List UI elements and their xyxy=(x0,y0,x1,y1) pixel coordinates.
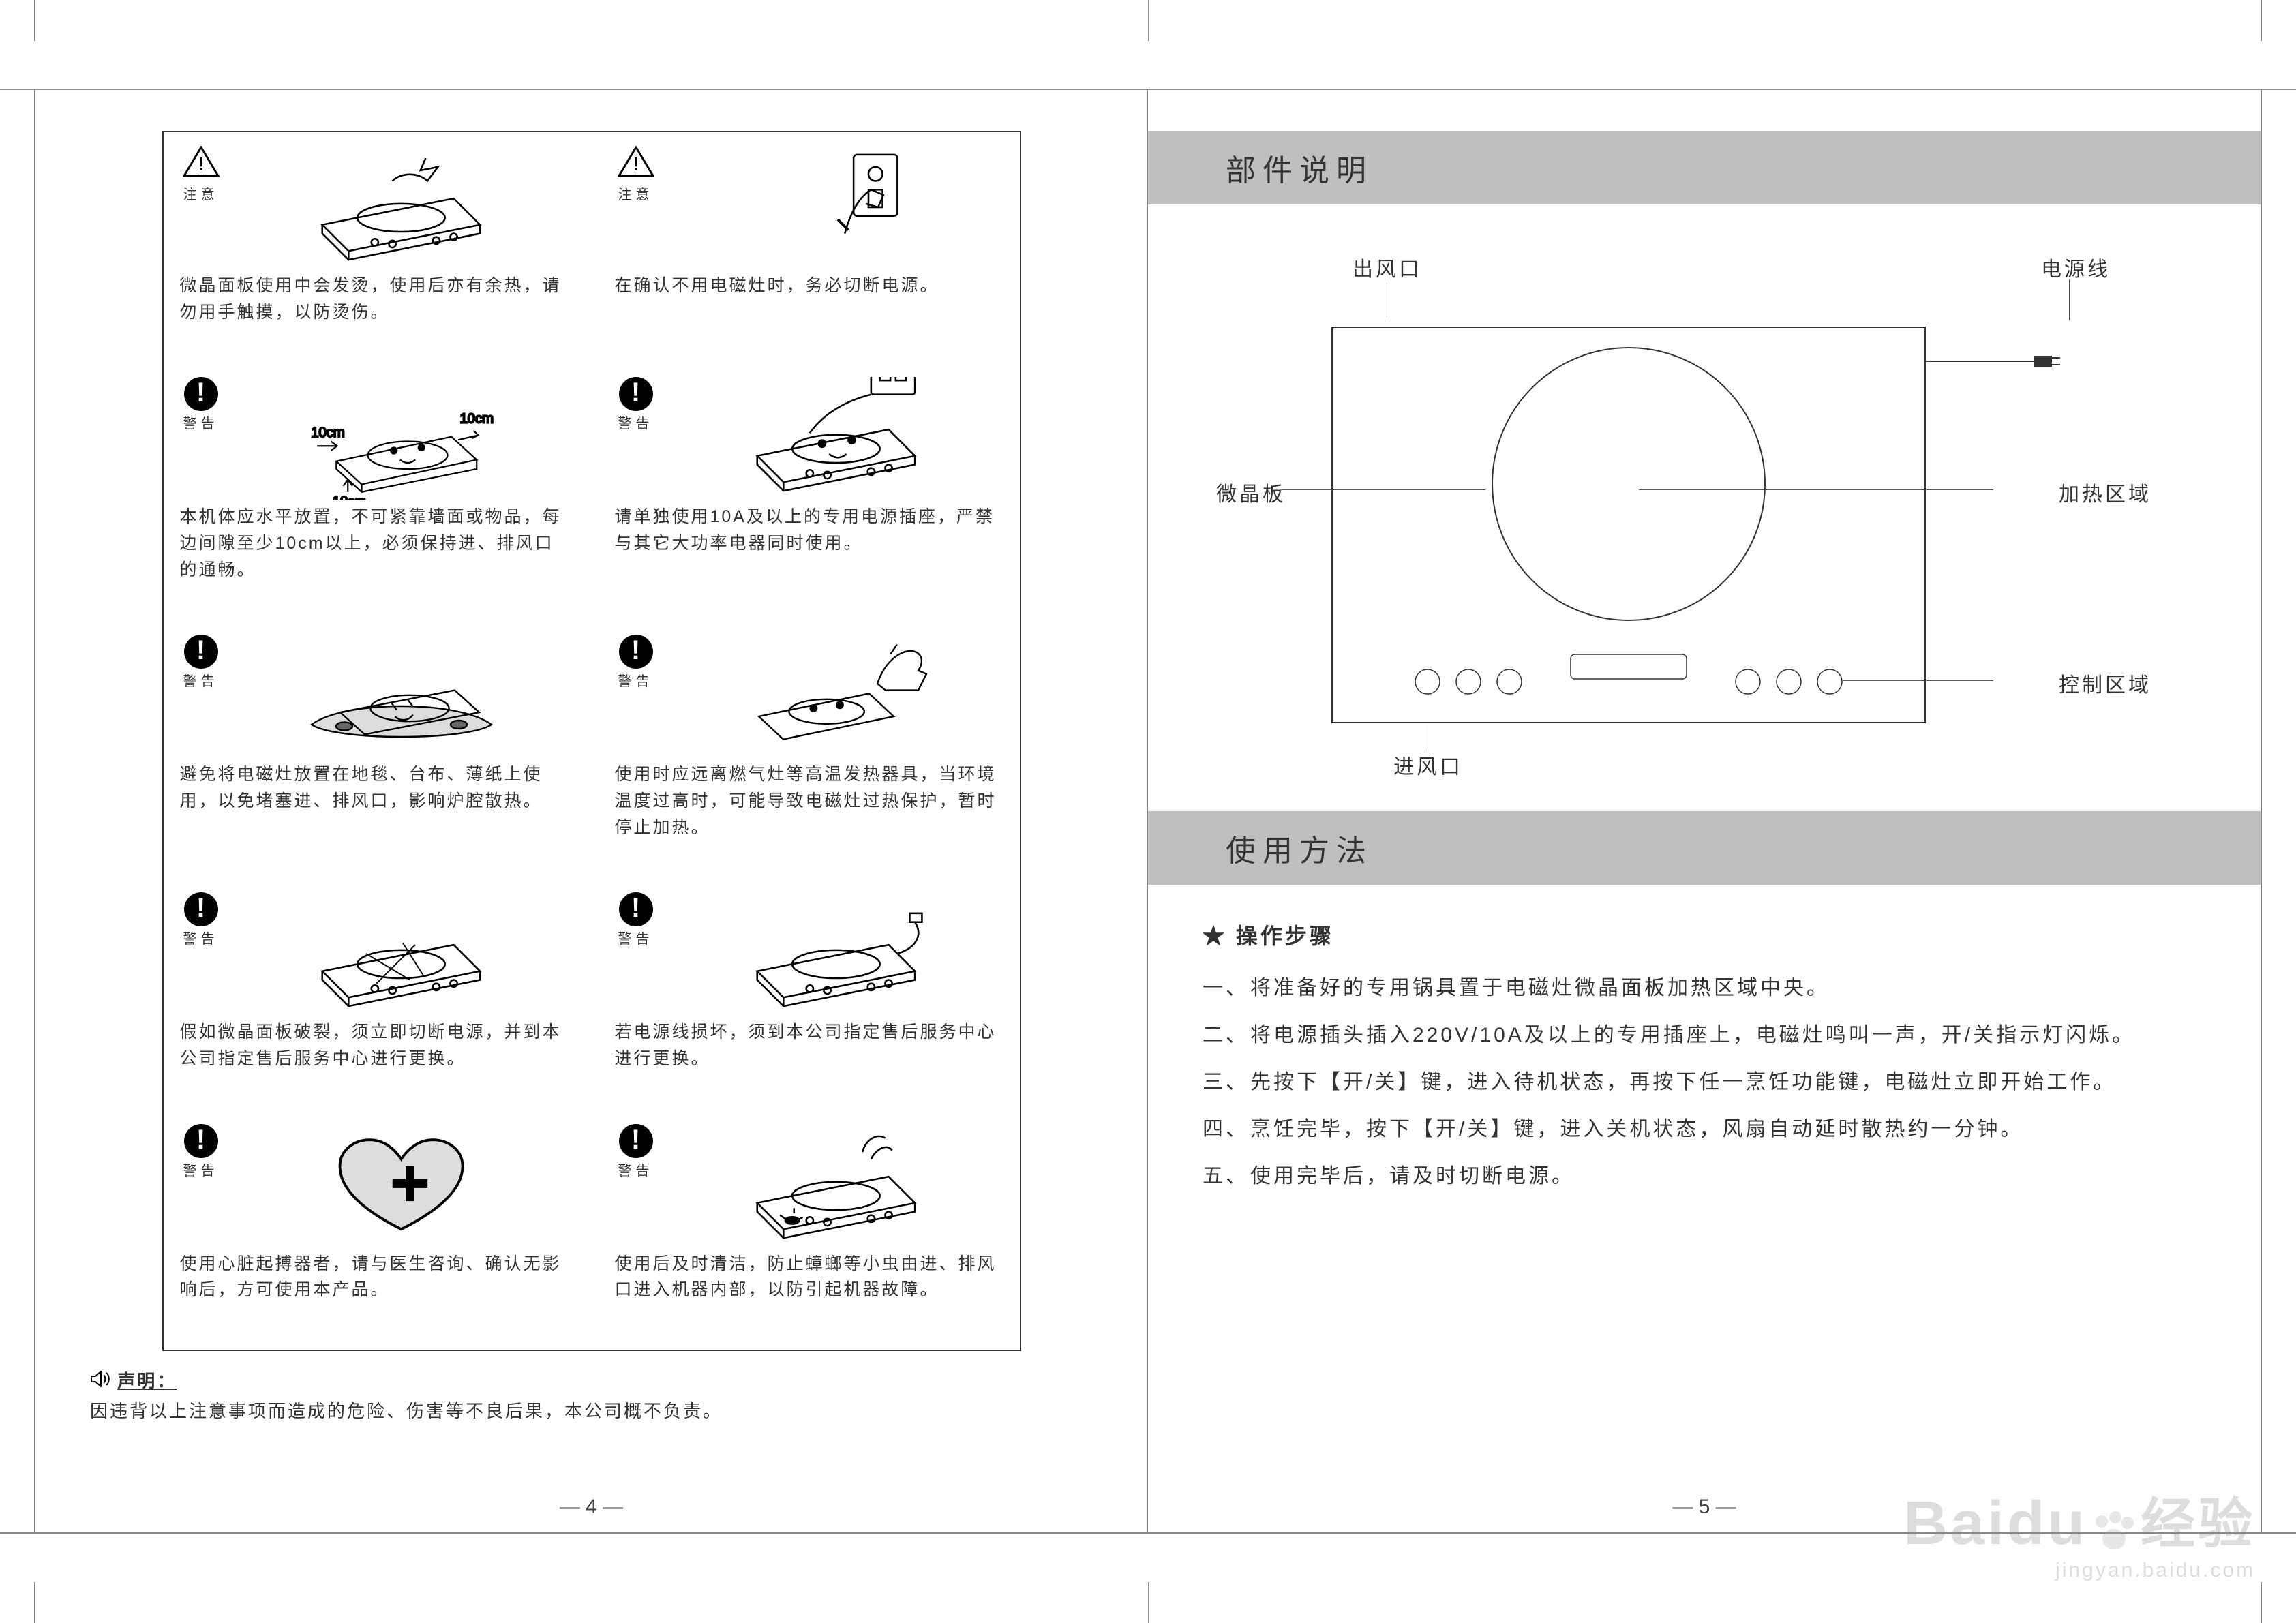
caution-illustration xyxy=(232,892,571,1015)
warning-icon: ! 警告 xyxy=(177,1124,225,1179)
caution-text: 本机体应水平放置，不可紧靠墙面或物品，每边间隙至少10cm以上，必须保持进、排风… xyxy=(177,504,571,583)
caution-illustration: 10cm 10cm 10cm xyxy=(232,377,571,500)
manual-spread: ! 注意 微晶面板使用中会发烫，使用后亦有余热，请勿用手触摸，以防烫伤。 ! 注… xyxy=(34,89,2262,1534)
step-number: 四、 xyxy=(1203,1108,1250,1151)
caution-text: 在确认不用电磁灶时，务必切断电源。 xyxy=(612,273,1006,299)
warning-icon: ! 警告 xyxy=(177,892,225,947)
page-number-4: — 4 — xyxy=(35,1496,1147,1519)
icon-sublabel: 注意 xyxy=(612,183,660,203)
step-number: 三、 xyxy=(1203,1061,1250,1104)
icon-sublabel: 警告 xyxy=(612,928,660,947)
caution-text: 使用心脏起搏器者，请与医生咨询、确认无影响后，方可使用本产品。 xyxy=(177,1251,571,1304)
icon-sublabel: 警告 xyxy=(612,1159,660,1179)
usage-step: 一、 将准备好的专用锅具置于电磁灶微晶面板加热区域中央。 xyxy=(1203,967,2206,1010)
svg-text:10cm: 10cm xyxy=(332,494,366,500)
caution-text: 假如微晶面板破裂，须立即切断电源，并到本公司指定售后服务中心进行更换。 xyxy=(177,1019,571,1072)
warning-icon: ! 警告 xyxy=(612,635,660,690)
parts-diagram: 出风口 电源线 微 xyxy=(1203,252,2206,770)
caution-cell: ! 警告 若电源线损坏，须到本公司指定售后服务中心进行更换。 xyxy=(612,892,1006,1111)
step-text: 先按下【开/关】键，进入待机状态，再按下任一烹饪功能键，电磁灶立即开始工作。 xyxy=(1250,1061,2206,1104)
caution-illustration xyxy=(232,146,571,269)
caution-text: 若电源线损坏，须到本公司指定售后服务中心进行更换。 xyxy=(612,1019,1006,1072)
warning-icon: ! 警告 xyxy=(612,377,660,432)
step-text: 烹饪完毕，按下【开/关】键，进入关机状态，风扇自动延时散热约一分钟。 xyxy=(1250,1108,2206,1151)
icon-sublabel: 警告 xyxy=(177,1159,225,1179)
icon-sublabel: 注意 xyxy=(177,183,225,203)
step-number: 二、 xyxy=(1203,1014,1250,1057)
section-usage-title: 使用方法 xyxy=(1171,826,2237,870)
svg-text:10cm: 10cm xyxy=(459,412,494,427)
svg-text:10cm: 10cm xyxy=(311,425,345,440)
caution-illustration xyxy=(667,635,1006,757)
label-air-out: 出风口 xyxy=(1353,252,1422,282)
step-text: 使用完毕后，请及时切断电源。 xyxy=(1250,1155,2206,1198)
icon-sublabel: 警告 xyxy=(612,670,660,690)
usage-step: 二、 将电源插头插入220V/10A及以上的专用插座上，电磁灶鸣叫一声，开/关指… xyxy=(1203,1014,2206,1057)
caution-text: 微晶面板使用中会发烫，使用后亦有余热，请勿用手触摸，以防烫伤。 xyxy=(177,273,571,326)
page-5: 部件说明 出风口 电源线 xyxy=(1148,90,2261,1532)
usage-steps: 一、 将准备好的专用锅具置于电磁灶微晶面板加热区域中央。 二、 将电源插头插入2… xyxy=(1203,967,2206,1198)
caution-cell: ! 警告 请单独使用10A及以上的专用电源插座，严禁与其它大功率电器同时使用。 xyxy=(612,377,1006,622)
icon-sublabel: 警告 xyxy=(177,928,225,947)
label-power-cord: 电源线 xyxy=(2041,252,2111,282)
caution-cell: ! 警告 10cm 10cm 10cm 本机体应水平放置，不可紧靠墙面或物品，每… xyxy=(177,377,571,622)
caution-cell: ! 警告 使用时应远离燃气灶等高温发热器具，当环境温度过高时，可能导致电磁灶过热… xyxy=(612,635,1006,880)
svg-text:!: ! xyxy=(198,153,204,175)
attention-icon: ! 注意 xyxy=(177,146,225,203)
caution-illustration xyxy=(232,1124,571,1247)
warning-icon: ! 警告 xyxy=(177,377,225,432)
caution-illustration xyxy=(667,146,1006,269)
page-number-5: — 5 — xyxy=(1148,1496,2261,1519)
caution-cell: ! 警告 使用心脏起搏器者，请与医生咨询、确认无影响后，方可使用本产品。 xyxy=(177,1124,571,1343)
attention-icon: ! 注意 xyxy=(612,146,660,203)
declaration: 声明： 因违背以上注意事项而造成的危险、伤害等不良后果，本公司概不负责。 xyxy=(90,1366,1093,1426)
step-text: 将准备好的专用锅具置于电磁灶微晶面板加热区域中央。 xyxy=(1250,967,2206,1010)
step-number: 五、 xyxy=(1203,1155,1250,1198)
page-4: ! 注意 微晶面板使用中会发烫，使用后亦有余热，请勿用手触摸，以防烫伤。 ! 注… xyxy=(35,90,1148,1532)
caution-cell: ! 注意 在确认不用电磁灶时，务必切断电源。 xyxy=(612,146,1006,365)
caution-illustration xyxy=(232,635,571,757)
warning-icon: ! 警告 xyxy=(612,1124,660,1179)
section-parts-title: 部件说明 xyxy=(1171,146,2237,189)
section-parts-header: 部件说明 xyxy=(1148,131,2261,204)
cooker-illustration xyxy=(1325,320,2075,743)
caution-text: 使用时应远离燃气灶等高温发热器具，当环境温度过高时，可能导致电磁灶过热保护，暂时… xyxy=(612,761,1006,840)
cautions-container: ! 注意 微晶面板使用中会发烫，使用后亦有余热，请勿用手触摸，以防烫伤。 ! 注… xyxy=(162,131,1021,1351)
usage-step: 三、 先按下【开/关】键，进入待机状态，再按下任一烹饪功能键，电磁灶立即开始工作… xyxy=(1203,1061,2206,1104)
section-usage-header: 使用方法 xyxy=(1148,811,2261,885)
caution-cell: ! 警告 使用后及时清洁，防止蟑螂等小虫由进、排风口进入机器内部，以防引起机器故… xyxy=(612,1124,1006,1343)
declaration-label: 声明： xyxy=(117,1371,177,1391)
steps-title: ★ 操作步骤 xyxy=(1203,919,2206,950)
icon-sublabel: 警告 xyxy=(612,412,660,432)
watermark-url: jingyan.baidu.com xyxy=(1903,1559,2255,1582)
label-plate: 微晶板 xyxy=(1216,477,1286,507)
label-control-zone: 控制区域 xyxy=(2059,668,2151,698)
icon-sublabel: 警告 xyxy=(177,670,225,690)
svg-text:!: ! xyxy=(633,153,639,175)
caution-text: 使用后及时清洁，防止蟑螂等小虫由进、排风口进入机器内部，以防引起机器故障。 xyxy=(612,1251,1006,1304)
usage-step: 四、 烹饪完毕，按下【开/关】键，进入关机状态，风扇自动延时散热约一分钟。 xyxy=(1203,1108,2206,1151)
caution-illustration xyxy=(667,377,1006,500)
caution-illustration xyxy=(667,1124,1006,1247)
caution-text: 请单独使用10A及以上的专用电源插座，严禁与其它大功率电器同时使用。 xyxy=(612,504,1006,557)
caution-text: 避免将电磁灶放置在地毯、台布、薄纸上使用，以免堵塞进、排风口，影响炉腔散热。 xyxy=(177,761,571,815)
step-number: 一、 xyxy=(1203,967,1250,1010)
warning-icon: ! 警告 xyxy=(612,892,660,947)
label-heat-zone: 加热区域 xyxy=(2059,477,2151,507)
caution-cell: ! 注意 微晶面板使用中会发烫，使用后亦有余热，请勿用手触摸，以防烫伤。 xyxy=(177,146,571,365)
usage-step: 五、 使用完毕后，请及时切断电源。 xyxy=(1203,1155,2206,1198)
step-text: 将电源插头插入220V/10A及以上的专用插座上，电磁灶鸣叫一声，开/关指示灯闪… xyxy=(1250,1014,2206,1057)
caution-illustration xyxy=(667,892,1006,1015)
declaration-text: 因违背以上注意事项而造成的危险、伤害等不良后果，本公司概不负责。 xyxy=(90,1401,723,1421)
icon-sublabel: 警告 xyxy=(177,412,225,432)
caution-cell: ! 警告 假如微晶面板破裂，须立即切断电源，并到本公司指定售后服务中心进行更换。 xyxy=(177,892,571,1111)
label-air-in: 进风口 xyxy=(1393,750,1463,780)
warning-icon: ! 警告 xyxy=(177,635,225,690)
caution-cell: ! 警告 避免将电磁灶放置在地毯、台布、薄纸上使用，以免堵塞进、排风口，影响炉腔… xyxy=(177,635,571,880)
speaker-icon xyxy=(90,1371,117,1391)
